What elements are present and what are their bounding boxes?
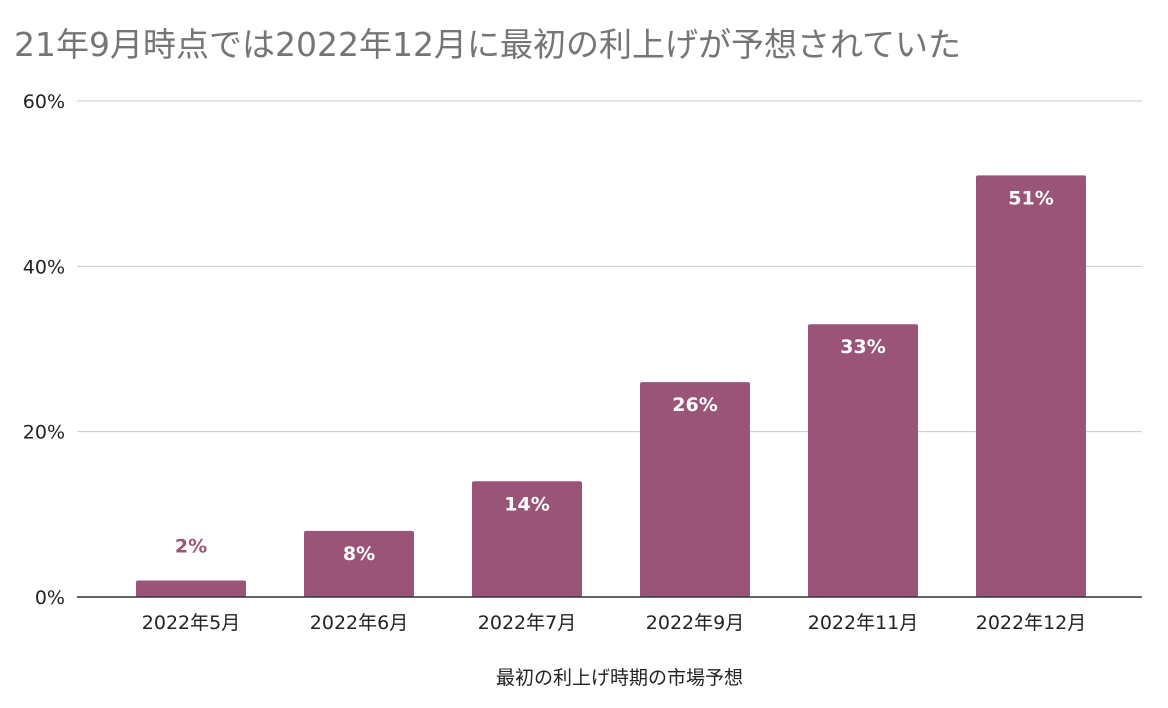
bar-value-label: 51% (1008, 187, 1053, 209)
y-tick-label: 0% (35, 587, 65, 609)
bar (808, 324, 918, 597)
y-tick-label: 60% (23, 91, 65, 113)
x-tick-label: 2022年9月 (646, 612, 744, 634)
bar (640, 382, 750, 597)
x-tick-label: 2022年6月 (310, 612, 408, 634)
bar-value-label: 8% (343, 543, 375, 565)
bar-value-labels: 2% 8% 14% 26% 33% 51% (175, 187, 1054, 564)
x-tick-label: 2022年11月 (808, 612, 919, 634)
bar-value-label: 33% (840, 336, 885, 358)
y-tick-label: 40% (23, 256, 65, 278)
x-axis-ticks: 2022年5月 2022年6月 2022年7月 2022年9月 2022年11月 2022… (142, 612, 1086, 634)
y-axis-ticks: 0% 20% 40% 60% (23, 91, 65, 609)
bar (136, 580, 246, 597)
x-tick-label: 2022年7月 (478, 612, 576, 634)
bar-value-label: 26% (672, 394, 717, 416)
bar (472, 481, 582, 597)
bar (304, 530, 414, 597)
x-axis-title: 最初の利上げ時期の市場予想 (496, 667, 743, 689)
x-tick-label: 2022年5月 (142, 612, 240, 634)
gridlines (77, 100, 1142, 433)
bars (136, 175, 1086, 597)
y-tick-label: 20% (23, 422, 65, 444)
bar-value-label: 14% (504, 493, 549, 515)
bar (976, 175, 1086, 597)
bar-value-label: 2% (175, 535, 207, 557)
x-tick-label: 2022年12月 (976, 612, 1087, 634)
chart-title: 21年9月時点では2022年12月に最初の利上げが予想されていた (14, 25, 961, 64)
